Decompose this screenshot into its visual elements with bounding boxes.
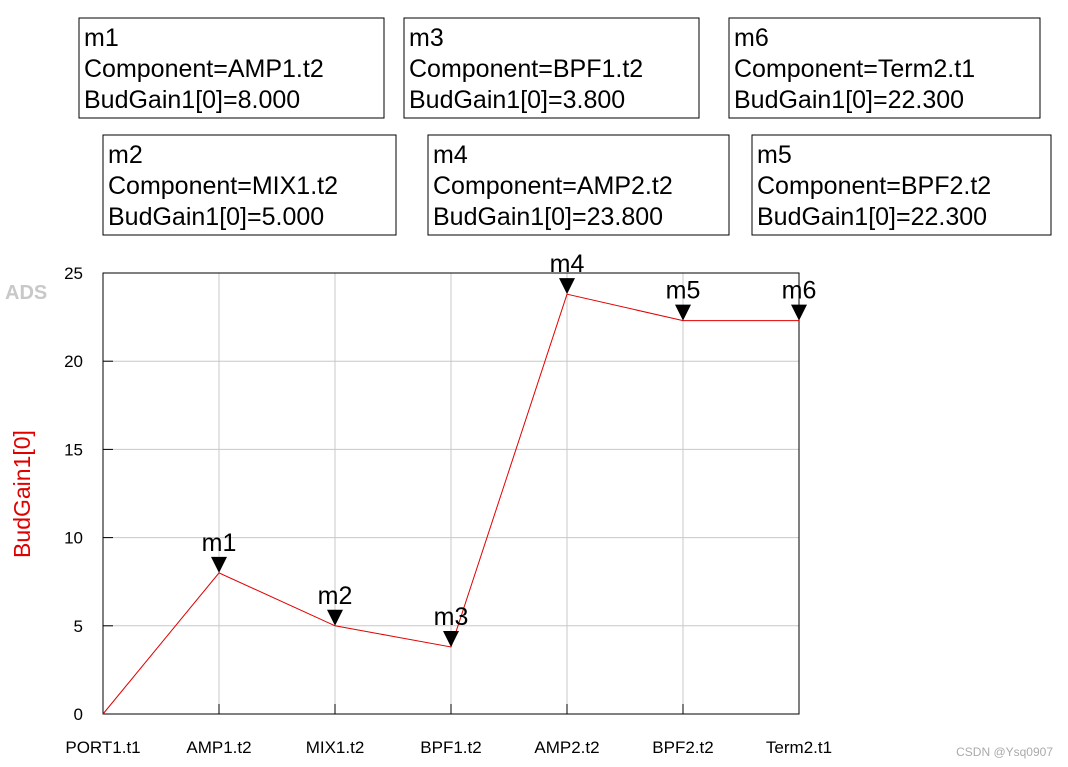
marker-label: m5	[666, 277, 701, 305]
marker-box	[751, 134, 1052, 236]
marker-box-name: m1	[84, 24, 119, 52]
marker-box-reading: BudGain1[0]=8.000	[84, 86, 300, 114]
x-tick-label: AMP2.t2	[534, 738, 599, 757]
marker-box-reading: BudGain1[0]=22.300	[734, 86, 964, 114]
marker-box-component: Component=AMP2.t2	[433, 172, 673, 200]
marker-label: m6	[782, 277, 817, 305]
marker-triangle	[211, 556, 227, 573]
marker-box-component: Component=MIX1.t2	[108, 172, 338, 200]
marker-box	[403, 17, 700, 119]
marker-box-name: m5	[757, 141, 792, 169]
y-tick-label: 0	[74, 705, 83, 724]
marker-label: m1	[202, 529, 237, 557]
y-tick-label: 20	[64, 352, 83, 371]
marker-box	[102, 134, 397, 236]
marker-box-component: Component=BPF1.t2	[409, 55, 643, 83]
y-tick-label: 15	[64, 440, 83, 459]
x-tick-label: BPF2.t2	[652, 738, 713, 757]
marker-box-name: m4	[433, 141, 468, 169]
x-tick-label: PORT1.t1	[65, 738, 140, 757]
marker-box-component: Component=BPF2.t2	[757, 172, 991, 200]
marker-label: m4	[550, 250, 585, 278]
marker-triangle	[675, 304, 691, 321]
marker-triangle	[443, 630, 459, 647]
watermark: CSDN @Ysq0907	[956, 745, 1053, 759]
marker-triangle	[791, 304, 807, 321]
y-tick-label: 10	[64, 529, 83, 548]
marker-triangle	[327, 609, 343, 626]
marker-box	[427, 134, 730, 236]
marker-box-component: Component=AMP1.t2	[84, 55, 324, 83]
marker-box	[728, 17, 1041, 119]
plot-frame	[102, 272, 800, 715]
marker-box-name: m3	[409, 24, 444, 52]
marker-box-name: m2	[108, 141, 143, 169]
y-axis-label: BudGain1[0]	[9, 430, 35, 558]
marker-triangle	[559, 278, 575, 295]
x-tick-label: MIX1.t2	[306, 738, 365, 757]
marker-box-reading: BudGain1[0]=23.800	[433, 203, 663, 231]
x-tick-label: Term2.t1	[766, 738, 832, 757]
y-tick-label: 5	[74, 617, 83, 636]
marker-box-reading: BudGain1[0]=22.300	[757, 203, 987, 231]
marker-box-reading: BudGain1[0]=5.000	[108, 203, 324, 231]
x-tick-label: AMP1.t2	[186, 738, 251, 757]
y-tick-label: 25	[64, 264, 83, 283]
marker-box-reading: BudGain1[0]=3.800	[409, 86, 625, 114]
marker-label: m2	[318, 582, 353, 610]
marker-box	[78, 17, 385, 119]
marker-label: m3	[434, 603, 469, 631]
x-tick-label: BPF1.t2	[420, 738, 481, 757]
marker-box-name: m6	[734, 24, 769, 52]
marker-box-component: Component=Term2.t1	[734, 55, 975, 83]
logo: ADS	[5, 282, 47, 304]
